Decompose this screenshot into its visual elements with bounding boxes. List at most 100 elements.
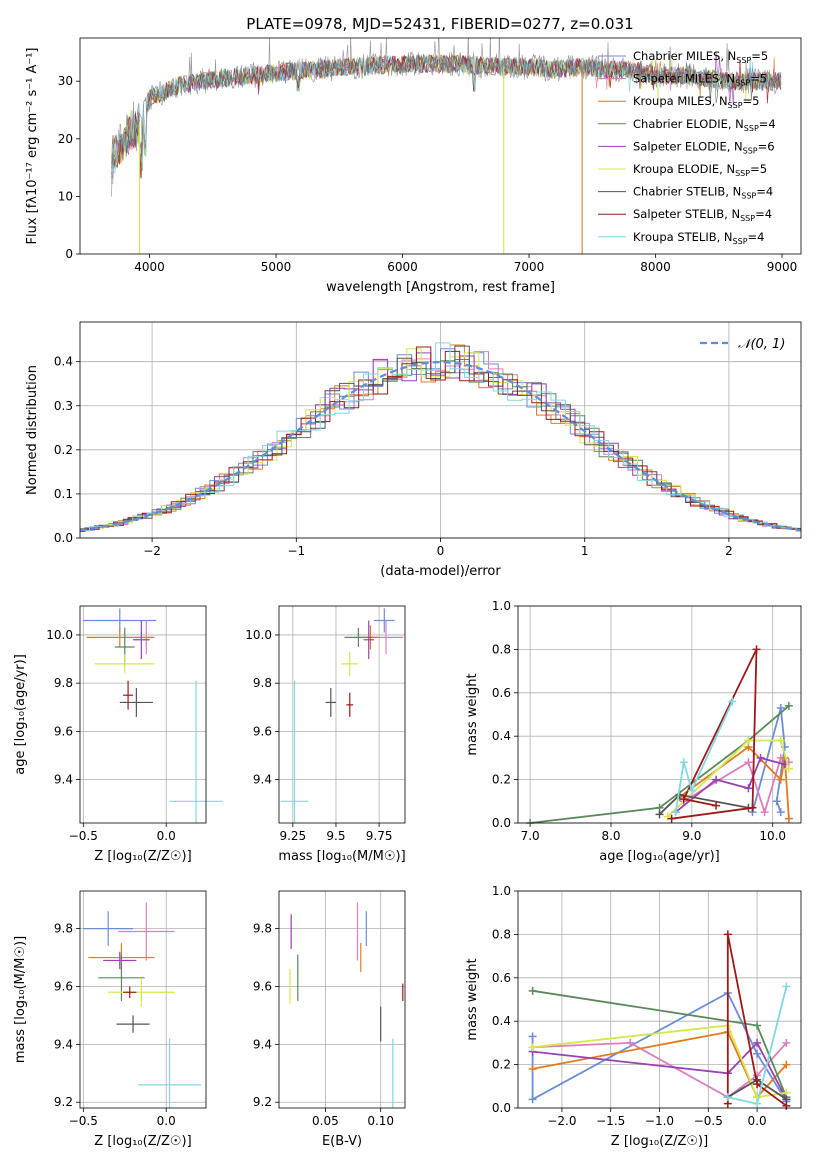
legend-label-name: Salpeter ELODIE, N [633,139,743,153]
y-tick-label: 10.0 [245,628,272,642]
spectrum-lines [111,38,782,254]
x-tick-label: 0.05 [312,1114,339,1128]
y-tick-label: 0.4 [492,729,511,743]
weight-marker-kroupa_stelib [671,808,680,817]
residual-histogram-kroupa_stelib [80,342,801,532]
y-tick-label: 9.8 [253,922,272,936]
x-tick-label: −1.5 [596,1114,625,1128]
plot-frame [79,37,802,255]
weight-marker-chabrier_miles [753,1049,762,1058]
y-tick-label: 0.0 [492,1101,511,1115]
weight-marker-salpeter_elodie [744,784,753,793]
x-tick-label: 9.0 [682,829,701,843]
legend-label-suffix: =5 [750,162,767,176]
grid-lines [80,606,206,823]
legend-label: Chabrier MILES, NSSP=5 [633,49,768,65]
weight-lines [528,930,791,1110]
plot-frame [79,890,207,1109]
weight-marker-kroupa_elodie [744,736,753,745]
weight-marker-salpeter_stelib [752,645,761,654]
y-tick-label: 0.6 [492,686,511,700]
y-tick-label: 0.4 [54,355,73,369]
weight-marker-kroupa_miles [784,814,793,823]
weight-marker-salpeter_elodie [756,753,765,762]
legend-label: Salpeter MILES, NSSP=5 [633,72,767,88]
y-tick-label: 9.4 [253,773,272,787]
x-axis-label: mass [log₁₀(M/M☉)] [278,849,405,864]
weight-line-salpeter_elodie [532,1041,788,1100]
y-tick-label: 0.1 [54,487,73,501]
y-tick-label: 10.0 [46,628,73,642]
legend-label-suffix: =4 [755,207,772,221]
weight-marker-salpeter_miles [760,808,769,817]
x-tick-label: 9.75 [366,829,393,843]
weight-marker-kroupa_stelib [728,697,737,706]
weight-line-kroupa_stelib [674,701,734,813]
grid-lines [279,891,405,1108]
weight-marker-chabrier_miles [776,703,785,712]
figure-title: PLATE=0978, MJD=52431, FIBERID=0277, z=0… [246,15,633,33]
chart-z_mass: −0.5 0.0 9.2 9.4 9.6 9.8 Z [log₁₀(Z/Z☉)] mass [… [13,890,207,1149]
legend-label-sub: SSP [741,192,756,201]
weight-marker-chabrier_miles [772,797,781,806]
chart-spectrum: 4000 5000 6000 7000 8000 9000 0 10 20 30 wavelengt… [25,37,802,295]
legend-label-name: Salpeter STELIB, N [633,207,740,221]
legend-label-name: Chabrier STELIB, N [633,185,741,199]
y-tick-label: 9.4 [54,1037,73,1051]
x-tick-label: 7000 [514,260,545,274]
legend-label-suffix: =4 [756,185,773,199]
y-tick-label: 0 [65,247,73,261]
chart-ebv_mass: 0.05 0.10 9.2 9.4 9.6 9.8 E(B-V) [253,890,406,1149]
weight-marker-salpeter_stelib [667,814,676,823]
weight-marker-chabrier_elodie [528,986,537,995]
residual-histograms [80,342,801,533]
weight-marker-kroupa_elodie [663,812,672,821]
weight-marker-kroupa_elodie [528,1043,537,1052]
y-tick-label: 0.2 [492,773,511,787]
y-axis-label: mass weight [465,958,480,1040]
x-axis-label: wavelength [Angstrom, rest frame] [326,280,555,295]
y-tick-label: 1.0 [492,884,511,898]
weight-marker-salpeter_miles [744,758,753,767]
y-tick-label: 9.8 [54,676,73,690]
x-tick-label: 8000 [640,260,671,274]
x-tick-label: 9000 [767,260,798,274]
legend-label-suffix: =4 [748,230,765,244]
weight-marker-kroupa_elodie [776,736,785,745]
y-tick-label: 9.8 [54,922,73,936]
chart-age_weight: 7.0 8.0 9.0 10.0 0.0 0.2 0.4 0.6 0.8 1.0 age [log₁… [465,599,802,864]
x-axis-label: E(B-V) [322,1134,362,1149]
weight-marker-chabrier_elodie [784,701,793,710]
y-tick-label: 9.4 [54,773,73,787]
legend-label: Kroupa MILES, NSSP=5 [633,94,759,110]
y-tick-label: 9.4 [253,1037,272,1051]
x-tick-label: 0.0 [157,829,176,843]
legend-label-suffix: =5 [743,94,760,108]
legend-label-sub: SSP [735,169,750,178]
x-tick-label: 0 [437,544,445,558]
legend-label-name: Salpeter MILES, N [633,72,735,86]
y-axis-label: age [log₁₀(age/yr)] [13,654,28,775]
weight-marker-kroupa_miles [528,1064,537,1073]
x-tick-label: 10.0 [759,829,786,843]
weight-line-kroupa_elodie [666,739,790,818]
legend-label-sub: SSP [740,214,755,223]
weight-marker-salpeter_stelib [782,1101,791,1110]
weight-marker-salpeter_stelib [712,801,721,810]
legend-label-suffix: =5 [751,49,768,63]
spectrum-data-line [111,38,782,197]
x-tick-label: 9.5 [326,829,345,843]
y-tick-label: 0.4 [492,1014,511,1028]
legend-label-sub: SSP [743,146,758,155]
spectrum-line-kroupa_elodie [111,54,782,172]
y-tick-label: 20 [58,132,73,146]
plot-frame [79,605,207,824]
residual-histogram-chabrier_stelib [80,345,801,533]
x-tick-label: −2 [143,544,161,558]
y-axis-label: mass [log₁₀(M/M☉)] [13,936,28,1063]
y-tick-label: 0.0 [54,531,73,545]
x-tick-label: 4000 [134,260,165,274]
weight-marker-chabrier_miles [776,808,785,817]
weight-marker-salpeter_stelib [753,1080,762,1089]
